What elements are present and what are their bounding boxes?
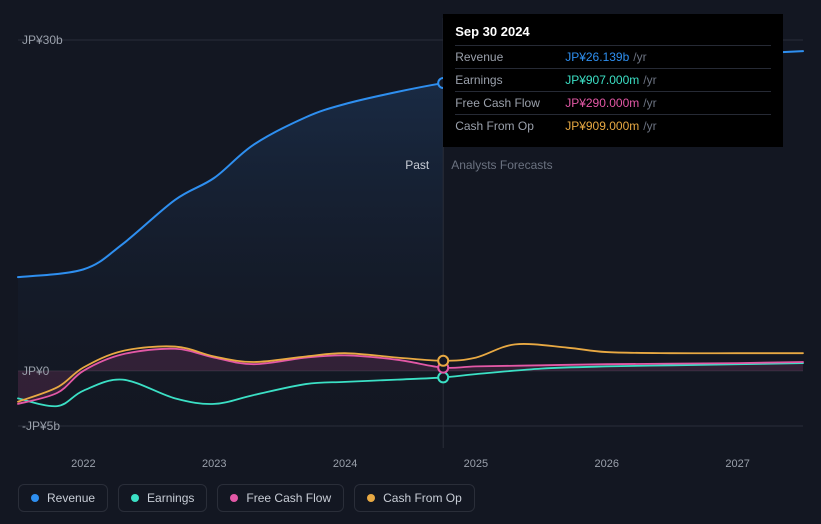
tooltip-row: EarningsJP¥907.000m/yr xyxy=(455,68,771,91)
section-label-forecast: Analysts Forecasts xyxy=(451,158,552,172)
legend-item-cfo[interactable]: Cash From Op xyxy=(354,484,475,512)
legend-item-revenue[interactable]: Revenue xyxy=(18,484,108,512)
x-axis-label: 2024 xyxy=(333,458,357,470)
x-axis-label: 2025 xyxy=(464,458,488,470)
tooltip-row: Cash From OpJP¥909.000m/yr xyxy=(455,114,771,137)
legend: Revenue Earnings Free Cash Flow Cash From O… xyxy=(18,484,475,512)
x-axis-label: 2026 xyxy=(595,458,619,470)
tooltip-metric-value: JP¥26.139b xyxy=(565,50,629,64)
tooltip-unit: /yr xyxy=(643,96,656,110)
tooltip-metric-value: JP¥909.000m xyxy=(565,119,639,133)
x-axis-label: 2022 xyxy=(71,458,95,470)
tooltip-metric-label: Cash From Op xyxy=(455,119,565,133)
tooltip-metric-label: Revenue xyxy=(455,50,565,64)
tooltip-row: RevenueJP¥26.139b/yr xyxy=(455,45,771,68)
tooltip-date: Sep 30 2024 xyxy=(455,24,771,39)
tooltip-unit: /yr xyxy=(643,73,656,87)
tooltip-metric-label: Earnings xyxy=(455,73,565,87)
tooltip-metric-value: JP¥290.000m xyxy=(565,96,639,110)
tooltip-row: Free Cash FlowJP¥290.000m/yr xyxy=(455,91,771,114)
tooltip: Sep 30 2024 RevenueJP¥26.139b/yrEarnings… xyxy=(443,14,783,147)
y-axis-label: JP¥0 xyxy=(22,364,49,378)
legend-dot-icon xyxy=(131,494,139,502)
marker-cfo xyxy=(438,356,448,366)
legend-label: Earnings xyxy=(147,491,194,505)
legend-label: Free Cash Flow xyxy=(246,491,331,505)
tooltip-metric-value: JP¥907.000m xyxy=(565,73,639,87)
tooltip-metric-label: Free Cash Flow xyxy=(455,96,565,110)
tooltip-unit: /yr xyxy=(643,119,656,133)
y-axis-label: -JP¥5b xyxy=(22,419,60,433)
tooltip-unit: /yr xyxy=(633,50,646,64)
section-label-past: Past xyxy=(405,158,429,172)
legend-dot-icon xyxy=(367,494,375,502)
legend-dot-icon xyxy=(31,494,39,502)
x-axis-label: 2023 xyxy=(202,458,226,470)
legend-dot-icon xyxy=(230,494,238,502)
x-axis-label: 2027 xyxy=(725,458,749,470)
y-axis-label: JP¥30b xyxy=(22,33,63,47)
marker-earnings xyxy=(438,372,448,382)
legend-item-fcf[interactable]: Free Cash Flow xyxy=(217,484,344,512)
legend-label: Revenue xyxy=(47,491,95,505)
legend-label: Cash From Op xyxy=(383,491,462,505)
legend-item-earnings[interactable]: Earnings xyxy=(118,484,207,512)
